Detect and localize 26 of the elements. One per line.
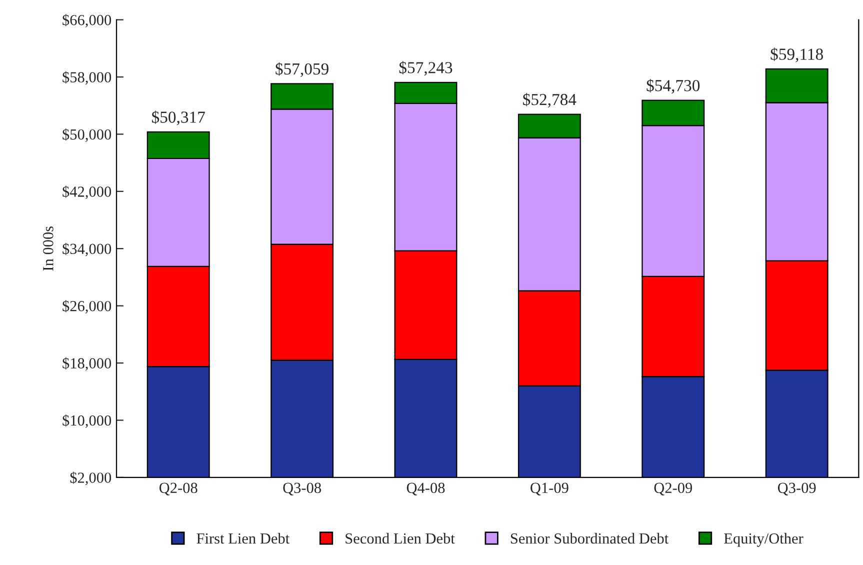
total-label: $59,118 [770, 48, 823, 62]
total-label: $57,059 [276, 62, 328, 78]
y-axis-title: In 000s [43, 226, 54, 271]
total-label: $50,317 [152, 110, 205, 126]
x-tick-label: Q4-08 [406, 482, 445, 496]
legend-label: Second Lien Debt [346, 532, 455, 544]
y-tick-label: $50,000 [62, 128, 112, 142]
y-tick-label: $42,000 [62, 186, 112, 200]
x-tick-label: Q2-09 [654, 482, 692, 496]
total-label: $54,730 [646, 79, 700, 94]
legend-label: Equity/Other [724, 532, 804, 547]
x-tick-label: Q2-08 [159, 482, 198, 496]
y-tick-label: $66,000 [62, 14, 112, 28]
x-tick-label: Q3-09 [778, 482, 816, 496]
total-label: $52,784 [523, 92, 576, 108]
y-tick-label: $26,000 [62, 300, 112, 314]
y-tick-label: $2,000 [70, 472, 112, 486]
y-tick-label: $58,000 [62, 71, 112, 85]
x-tick-label: Q3-08 [283, 482, 321, 496]
y-tick-label: $34,000 [62, 242, 112, 256]
legend-label: Senior Subordinated Debt [510, 532, 669, 544]
legend-label: First Lien Debt [196, 532, 290, 544]
y-tick-label: $18,000 [62, 357, 112, 371]
total-label: $57,243 [399, 61, 452, 76]
y-tick-label: $10,000 [62, 414, 112, 428]
x-tick-label: Q1-09 [530, 482, 568, 496]
